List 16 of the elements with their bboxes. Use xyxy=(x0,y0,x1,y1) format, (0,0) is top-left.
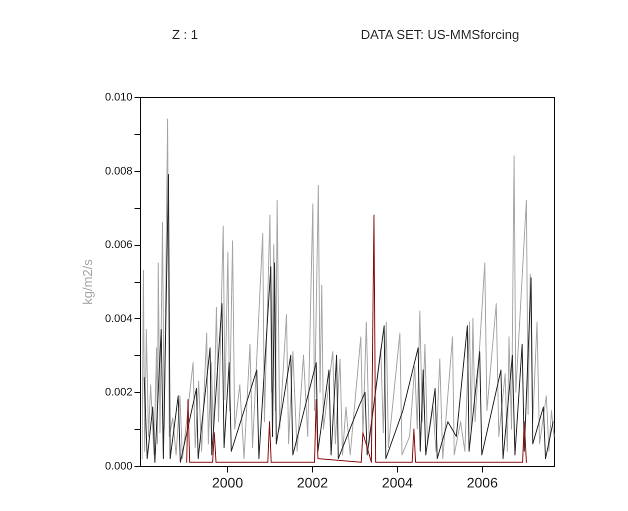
x-tick-label: 2006 xyxy=(466,474,498,490)
y-tick-label: 0.004 xyxy=(104,312,132,325)
y-axis-title: kg/m2/s xyxy=(80,258,95,305)
text: DATA SET: US-MMSforcing xyxy=(360,27,520,42)
line-series xyxy=(144,174,554,463)
line-series xyxy=(142,118,554,460)
y-tick-label: 0.002 xyxy=(104,386,132,399)
y-tick-label: 0.000 xyxy=(104,460,132,472)
x-tick-label: 2002 xyxy=(296,474,328,490)
y-tick-label: 0.010 xyxy=(104,92,132,104)
y-tick-label: 0.006 xyxy=(104,239,132,252)
y-tick-label: 0.008 xyxy=(104,165,132,178)
x-tick-label: 2004 xyxy=(382,474,414,490)
x-tick-label: 2000 xyxy=(212,474,244,490)
text: Z : 1 xyxy=(172,27,198,42)
line-series xyxy=(186,214,527,463)
